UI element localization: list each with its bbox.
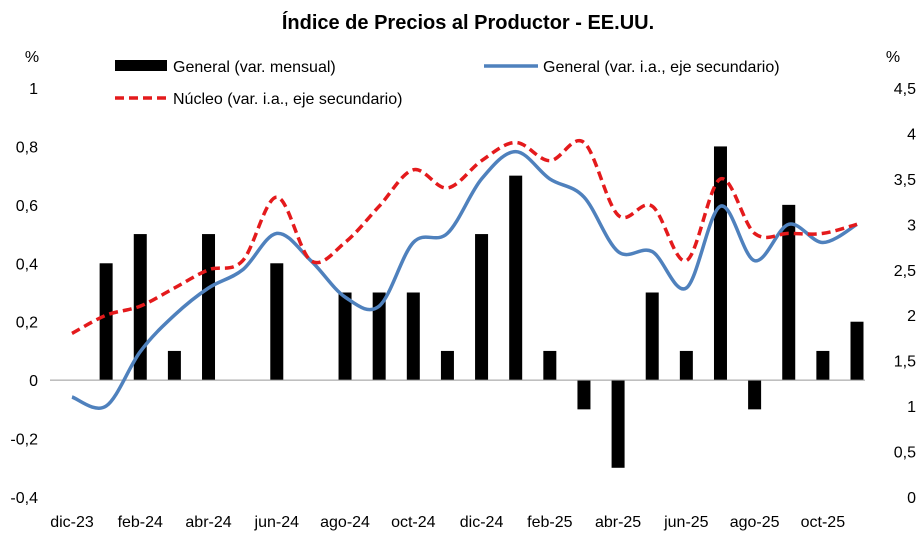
x-tick-label: abr-24 [185,514,231,531]
bar-series [99,146,864,468]
right-tick-label: 4 [907,126,916,143]
x-tick-label: jun-24 [254,514,300,531]
bar-ene-25 [509,175,523,381]
right-tick-label: 2,5 [894,263,916,280]
x-tick-label: jun-25 [663,514,709,531]
legend-item-core-line: Núcleo (var. i.a., eje secundario) [115,91,402,108]
right-tick-label: 4,5 [894,81,916,98]
bar-oct-25 [816,350,830,381]
bar-ago-24 [338,292,352,381]
bar-jul-25 [713,146,727,381]
chart-title: Índice de Precios al Productor - EE.UU. [282,11,654,34]
core-yoy-line [71,138,858,335]
x-tick-label: abr-25 [595,514,641,531]
bar-jun-25 [679,350,693,381]
right-tick-label: 3,5 [894,172,916,189]
left-tick-label: 0 [29,373,38,390]
bar-sep-25 [782,204,796,381]
x-tick-label: ago-24 [320,514,370,531]
left-tick-label: 0,2 [16,315,38,332]
general-yoy-line [71,149,858,410]
bar-mar-24 [167,350,181,381]
left-tick-label: -0,4 [10,490,38,507]
legend-label-core-line: Núcleo (var. i.a., eje secundario) [173,91,402,108]
left-axis: 1 0,8 0,6 0,4 0,2 0 -0,2 -0,4 [10,81,38,507]
x-tick-label: dic-24 [460,514,504,531]
x-tick-label: dic-23 [50,514,94,531]
left-axis-unit: % [25,49,39,66]
legend: General (var. mensual) General (var. i.a… [115,59,780,108]
right-axis-unit: % [886,49,900,66]
right-tick-label: 2 [907,308,916,325]
legend-item-bars: General (var. mensual) [115,59,336,76]
bar-may-25 [645,292,659,381]
x-tick-label: feb-25 [527,514,572,531]
bar-ago-25 [748,380,762,410]
legend-swatch-bars [115,60,167,71]
bar-nov-24 [440,350,454,381]
left-tick-label: 0,8 [16,139,38,156]
left-tick-label: 0,6 [16,198,38,215]
bar-nov-25 [850,321,864,381]
bar-jun-24 [270,263,284,381]
bar-abr-25 [611,380,625,468]
legend-label-bars: General (var. mensual) [173,59,336,76]
bar-sep-24 [372,292,386,381]
right-tick-label: 1 [907,399,916,416]
bar-abr-24 [202,234,216,381]
bar-feb-25 [543,350,557,381]
right-tick-label: 3 [907,217,916,234]
bar-oct-24 [406,292,420,381]
legend-item-general-line: General (var. i.a., eje secundario) [484,59,780,76]
right-tick-label: 0,5 [894,445,916,462]
bar-mar-25 [577,380,591,410]
bar-dic-24 [475,234,489,381]
x-tick-label: feb-24 [118,514,163,531]
x-tick-label: oct-24 [391,514,436,531]
x-axis: dic-23 feb-24 abr-24 jun-24 ago-24 oct-24 dic-… [50,514,845,531]
right-tick-label: 0 [907,490,916,507]
left-tick-label: 0,4 [16,256,38,273]
bar-ene-24 [99,263,113,381]
x-tick-label: oct-25 [801,514,846,531]
legend-label-general-line: General (var. i.a., eje secundario) [543,59,780,76]
left-tick-label: -0,2 [10,432,38,449]
left-tick-label: 1 [29,81,38,98]
right-tick-label: 1,5 [894,354,916,371]
x-tick-label: ago-25 [730,514,780,531]
right-axis: 4,5 4 3,5 3 2,5 2 1,5 1 0,5 0 [894,81,916,507]
